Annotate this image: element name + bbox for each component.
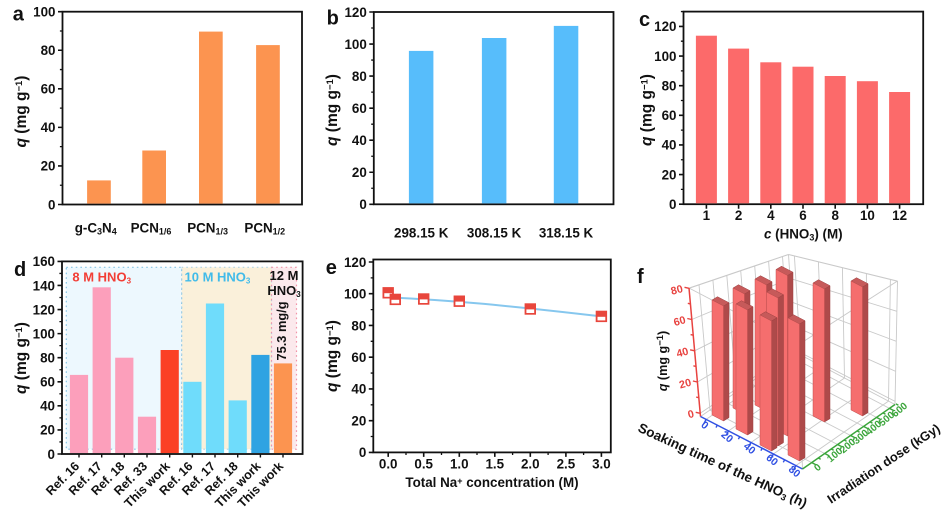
svg-text:1.0: 1.0 bbox=[450, 457, 469, 472]
svg-text:60: 60 bbox=[40, 375, 55, 390]
svg-text:60: 60 bbox=[352, 101, 367, 116]
svg-text:3.0: 3.0 bbox=[592, 457, 611, 472]
svg-text:8: 8 bbox=[831, 208, 839, 223]
svg-text:q (mg g−1): q (mg g−1) bbox=[324, 320, 341, 392]
svg-text:20: 20 bbox=[40, 423, 55, 438]
svg-text:100: 100 bbox=[33, 326, 55, 341]
svg-text:b: b bbox=[327, 7, 339, 29]
svg-text:0.5: 0.5 bbox=[414, 457, 433, 472]
svg-text:0: 0 bbox=[669, 197, 676, 212]
svg-text:60: 60 bbox=[662, 108, 677, 123]
svg-text:80: 80 bbox=[662, 79, 677, 94]
svg-text:e: e bbox=[326, 257, 337, 279]
svg-text:12 M: 12 M bbox=[270, 268, 299, 283]
svg-text:75.3 mg/g: 75.3 mg/g bbox=[274, 301, 289, 360]
svg-text:100: 100 bbox=[33, 5, 55, 20]
svg-text:2: 2 bbox=[735, 208, 742, 223]
svg-text:318.15 K: 318.15 K bbox=[539, 226, 594, 241]
svg-text:6: 6 bbox=[799, 208, 806, 223]
svg-text:120: 120 bbox=[654, 19, 676, 34]
svg-text:f: f bbox=[637, 266, 644, 288]
svg-text:40: 40 bbox=[662, 138, 677, 153]
svg-text:60: 60 bbox=[672, 314, 687, 329]
svg-text:0: 0 bbox=[687, 408, 696, 421]
svg-text:HNO3: HNO3 bbox=[267, 283, 301, 299]
svg-text:20: 20 bbox=[351, 414, 366, 429]
svg-text:q (mg g−1): q (mg g−1) bbox=[13, 322, 30, 394]
svg-text:10 M HNO3: 10 M HNO3 bbox=[185, 270, 251, 286]
svg-text:a: a bbox=[13, 4, 25, 26]
svg-text:d: d bbox=[14, 259, 26, 281]
svg-text:20: 20 bbox=[352, 165, 367, 180]
svg-text:100: 100 bbox=[344, 287, 366, 302]
svg-text:12: 12 bbox=[892, 208, 907, 223]
svg-text:60: 60 bbox=[351, 350, 366, 365]
svg-text:40: 40 bbox=[41, 120, 56, 135]
svg-text:0: 0 bbox=[359, 445, 366, 460]
svg-text:1.5: 1.5 bbox=[485, 457, 504, 472]
svg-text:c (HNO3) (M): c (HNO3) (M) bbox=[764, 227, 843, 243]
svg-text:Total Na+ concentration (M): Total Na+ concentration (M) bbox=[405, 475, 578, 490]
svg-text:0: 0 bbox=[812, 462, 824, 474]
svg-text:80: 80 bbox=[670, 283, 685, 298]
svg-text:40: 40 bbox=[40, 399, 55, 414]
svg-text:0: 0 bbox=[48, 447, 55, 462]
svg-text:100: 100 bbox=[654, 49, 676, 64]
svg-text:120: 120 bbox=[344, 255, 366, 270]
svg-text:100: 100 bbox=[344, 37, 366, 52]
svg-text:298.15 K: 298.15 K bbox=[394, 226, 449, 241]
svg-text:120: 120 bbox=[33, 302, 55, 317]
svg-text:0: 0 bbox=[359, 197, 366, 212]
svg-text:2.5: 2.5 bbox=[557, 457, 576, 472]
svg-text:80: 80 bbox=[40, 351, 55, 366]
svg-text:40: 40 bbox=[675, 346, 690, 361]
svg-text:80: 80 bbox=[351, 318, 366, 333]
svg-text:0: 0 bbox=[48, 197, 55, 212]
svg-text:80: 80 bbox=[352, 69, 367, 84]
svg-text:c: c bbox=[639, 9, 650, 31]
svg-text:140: 140 bbox=[33, 278, 55, 293]
svg-text:1: 1 bbox=[703, 208, 711, 223]
svg-text:40: 40 bbox=[351, 382, 366, 397]
svg-text:80: 80 bbox=[41, 43, 56, 58]
svg-text:q (mg g−1): q (mg g−1) bbox=[655, 331, 670, 392]
svg-text:2.0: 2.0 bbox=[521, 457, 540, 472]
svg-text:160: 160 bbox=[33, 254, 55, 269]
svg-text:0.0: 0.0 bbox=[379, 457, 398, 472]
svg-text:20: 20 bbox=[678, 377, 693, 392]
svg-text:308.15 K: 308.15 K bbox=[467, 226, 522, 241]
svg-text:20: 20 bbox=[662, 167, 677, 182]
svg-text:120: 120 bbox=[344, 5, 366, 20]
svg-text:4: 4 bbox=[767, 208, 775, 223]
svg-text:8 M HNO3: 8 M HNO3 bbox=[72, 270, 131, 286]
svg-text:q (mg g−1): q (mg g−1) bbox=[13, 76, 30, 148]
svg-text:40: 40 bbox=[352, 133, 367, 148]
svg-text:q (mg g−1): q (mg g−1) bbox=[639, 74, 656, 146]
svg-text:20: 20 bbox=[41, 159, 56, 174]
svg-text:10: 10 bbox=[860, 208, 875, 223]
svg-text:g-C3N4: g-C3N4 bbox=[75, 220, 117, 236]
svg-text:q (mg g−1): q (mg g−1) bbox=[324, 74, 341, 146]
svg-text:60: 60 bbox=[41, 82, 56, 97]
